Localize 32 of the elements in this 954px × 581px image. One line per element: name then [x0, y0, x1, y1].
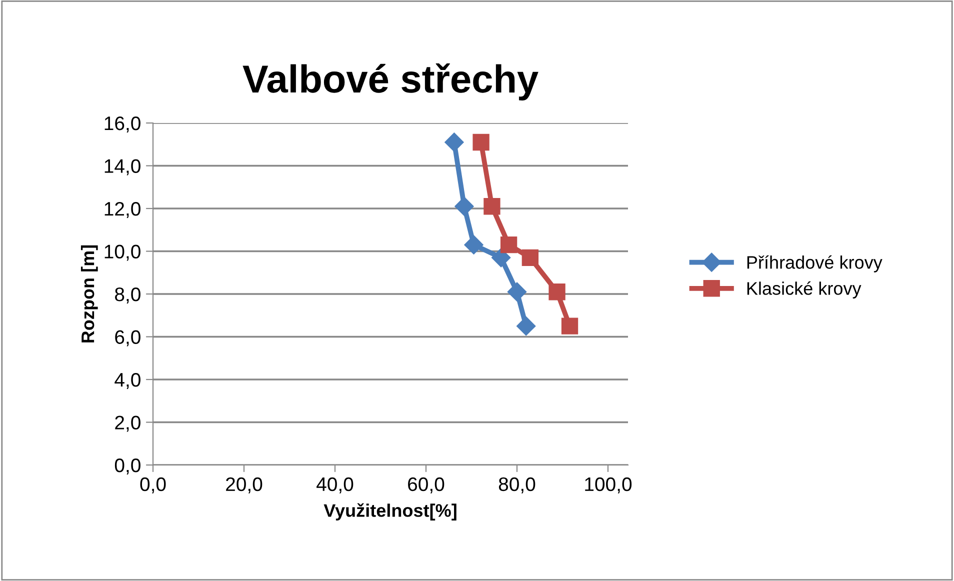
point [454, 196, 474, 216]
point [516, 316, 536, 336]
y-tick-label: 0,0 [114, 458, 140, 475]
point [472, 134, 490, 151]
chart-title: Valbové střechy [242, 63, 538, 101]
x-tick-label: 100,0 [585, 477, 632, 494]
y-axis-title: Rozpon [m] [80, 245, 98, 342]
y-tick-label: 8,0 [115, 287, 140, 304]
point [500, 236, 518, 254]
x-tick-label: 60,0 [408, 477, 444, 494]
x-tick-label: 20,0 [226, 477, 262, 494]
x-tick-label: 0,0 [140, 477, 166, 494]
y-tick-label: 10,0 [104, 244, 140, 261]
legend-label: Klasické krovy [747, 281, 862, 298]
y-tick-label: 12,0 [104, 202, 140, 218]
y-tick-label: 14,0 [104, 159, 140, 176]
point [507, 282, 527, 302]
point [522, 249, 539, 266]
x-axis-title: Využitelnost[%] [324, 503, 456, 520]
x-tick-label: 40,0 [316, 477, 354, 494]
point [444, 132, 464, 152]
point [464, 235, 484, 254]
point [484, 198, 500, 215]
x-tick-label: 80,0 [498, 477, 536, 494]
y-tick-label: 6,0 [115, 330, 140, 346]
y-tick-label: 16,0 [104, 116, 140, 133]
legend-label: Příhradové krovy [747, 255, 882, 272]
point [492, 248, 511, 268]
y-tick-label: 2,0 [115, 416, 140, 432]
point [548, 284, 566, 300]
point [561, 318, 578, 334]
y-tick-label: 4,0 [114, 372, 140, 390]
